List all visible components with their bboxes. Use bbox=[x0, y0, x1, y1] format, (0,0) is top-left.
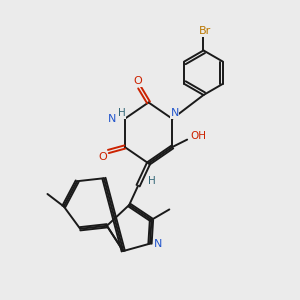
Text: N: N bbox=[108, 114, 116, 124]
Text: H: H bbox=[148, 176, 155, 186]
Text: O: O bbox=[98, 152, 107, 162]
Text: O: O bbox=[134, 76, 142, 86]
Text: N: N bbox=[170, 108, 179, 118]
Text: Br: Br bbox=[199, 26, 211, 36]
Text: OH: OH bbox=[190, 131, 206, 141]
Text: N: N bbox=[154, 238, 163, 249]
Text: H: H bbox=[118, 108, 126, 118]
